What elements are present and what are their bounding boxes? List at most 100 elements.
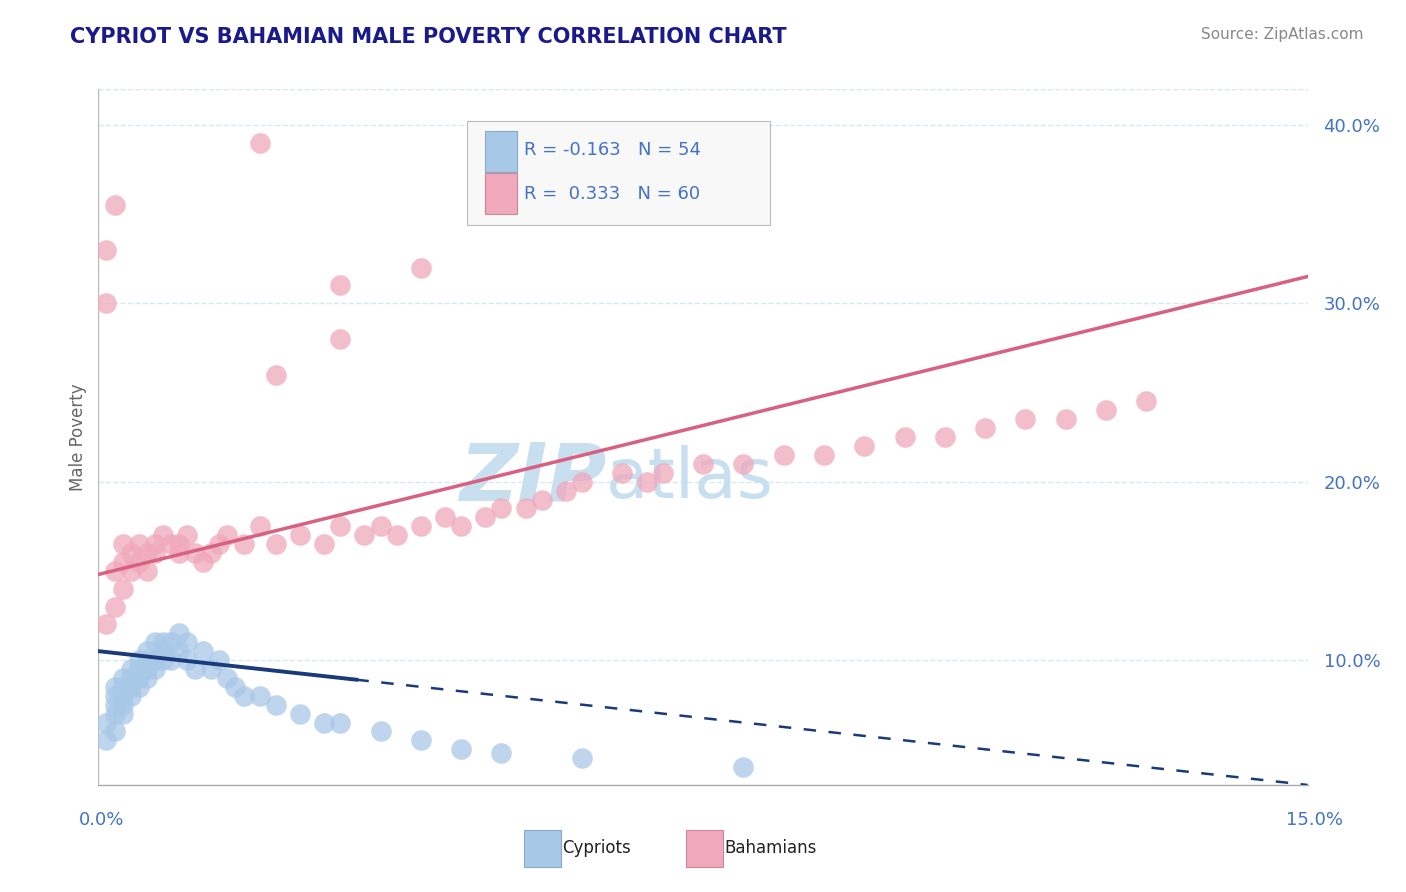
Point	[120, 689, 142, 703]
Point	[96, 243, 118, 257]
Point	[160, 653, 183, 667]
Point	[120, 662, 142, 676]
Point	[1014, 412, 1036, 426]
Point	[370, 519, 392, 533]
Point	[353, 528, 375, 542]
Point	[474, 510, 496, 524]
Point	[853, 439, 876, 453]
Point	[103, 724, 125, 739]
Point	[249, 689, 271, 703]
Point	[128, 680, 150, 694]
Point	[409, 260, 432, 275]
Point	[934, 430, 956, 444]
Point	[167, 644, 190, 658]
Text: Source: ZipAtlas.com: Source: ZipAtlas.com	[1201, 27, 1364, 42]
Point	[288, 528, 311, 542]
Point	[329, 278, 352, 293]
Point	[1135, 394, 1157, 409]
Text: R =  0.333   N = 60: R = 0.333 N = 60	[524, 185, 700, 202]
Point	[200, 662, 222, 676]
Point	[1095, 403, 1118, 417]
Text: CYPRIOT VS BAHAMIAN MALE POVERTY CORRELATION CHART: CYPRIOT VS BAHAMIAN MALE POVERTY CORRELA…	[70, 27, 787, 46]
Point	[224, 680, 246, 694]
Point	[651, 466, 673, 480]
Point	[288, 706, 311, 721]
Point	[813, 448, 835, 462]
Point	[409, 733, 432, 747]
Point	[160, 635, 183, 649]
Point	[232, 537, 254, 551]
Point	[128, 653, 150, 667]
Point	[152, 644, 174, 658]
Point	[96, 715, 118, 730]
Point	[974, 421, 997, 435]
Point	[264, 368, 287, 382]
Point	[176, 528, 198, 542]
FancyBboxPatch shape	[485, 173, 517, 214]
Point	[264, 537, 287, 551]
Point	[167, 537, 190, 551]
Point	[167, 626, 190, 640]
Point	[135, 671, 157, 685]
Text: 15.0%: 15.0%	[1286, 811, 1343, 829]
Point	[96, 617, 118, 632]
Point	[160, 537, 183, 551]
Point	[143, 635, 166, 649]
Point	[692, 457, 714, 471]
Point	[491, 746, 513, 760]
Point	[135, 564, 157, 578]
Text: atlas: atlas	[606, 445, 775, 512]
Point	[733, 760, 755, 774]
Point	[135, 546, 157, 560]
Point	[772, 448, 794, 462]
Point	[200, 546, 222, 560]
Point	[434, 510, 457, 524]
Point	[120, 546, 142, 560]
Point	[450, 519, 472, 533]
Point	[135, 644, 157, 658]
Point	[96, 733, 118, 747]
Point	[152, 528, 174, 542]
Point	[385, 528, 408, 542]
Point	[193, 644, 215, 658]
FancyBboxPatch shape	[467, 120, 769, 225]
Point	[128, 671, 150, 685]
Point	[571, 475, 593, 489]
Text: R = -0.163   N = 54: R = -0.163 N = 54	[524, 142, 702, 160]
Point	[128, 555, 150, 569]
Point	[208, 537, 231, 551]
Point	[217, 528, 239, 542]
Point	[143, 662, 166, 676]
Point	[329, 715, 352, 730]
Point	[733, 457, 755, 471]
Point	[217, 671, 239, 685]
Point	[409, 519, 432, 533]
Point	[515, 501, 537, 516]
Point	[111, 680, 134, 694]
Point	[103, 564, 125, 578]
Point	[249, 136, 271, 150]
Point	[184, 662, 207, 676]
Point	[111, 706, 134, 721]
Point	[152, 653, 174, 667]
Point	[329, 332, 352, 346]
Point	[120, 680, 142, 694]
Point	[111, 555, 134, 569]
Point	[232, 689, 254, 703]
Point	[167, 546, 190, 560]
Point	[184, 546, 207, 560]
Point	[176, 653, 198, 667]
Point	[264, 698, 287, 712]
Point	[143, 537, 166, 551]
Point	[135, 653, 157, 667]
Point	[96, 296, 118, 310]
Point	[152, 635, 174, 649]
Point	[143, 653, 166, 667]
Point	[135, 662, 157, 676]
Point	[530, 492, 553, 507]
Point	[314, 537, 336, 551]
FancyBboxPatch shape	[485, 131, 517, 172]
Point	[329, 519, 352, 533]
Text: Bahamians: Bahamians	[724, 839, 817, 857]
Point	[128, 537, 150, 551]
